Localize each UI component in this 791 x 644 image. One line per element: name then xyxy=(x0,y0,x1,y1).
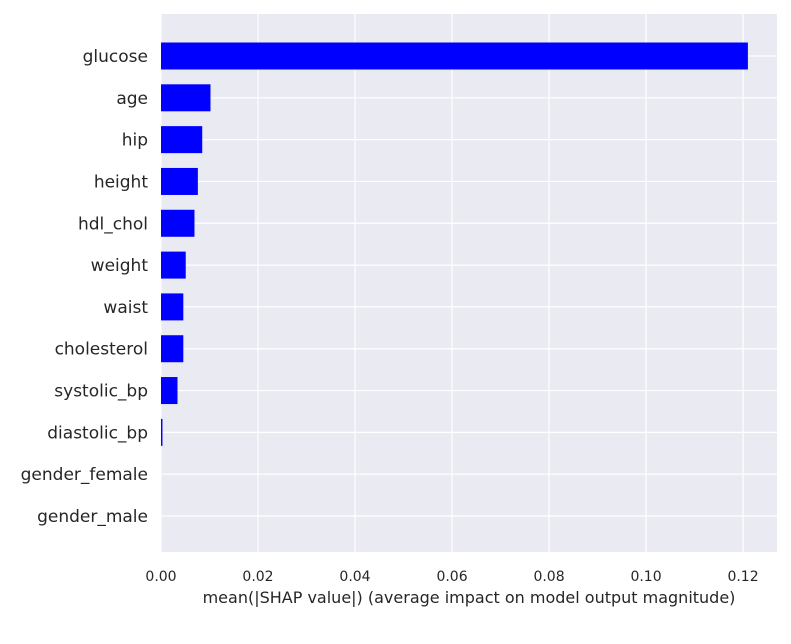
bar-cholesterol xyxy=(161,335,184,363)
x-axis-ticks: 0.00 0.02 0.04 0.06 0.08 0.10 0.12 xyxy=(145,569,758,585)
category-label-gender-female: gender_female xyxy=(21,465,148,485)
x-axis-label: mean(|SHAP value|) (average impact on mo… xyxy=(203,588,736,607)
category-label-hdl-chol: hdl_chol xyxy=(78,214,148,234)
category-label-diastolic-bp: diastolic_bp xyxy=(47,423,148,443)
bar-systolic-bp xyxy=(161,377,178,405)
x-tick-label: 0.02 xyxy=(242,569,273,585)
bar-glucose xyxy=(161,42,748,70)
grid-lines xyxy=(160,14,777,552)
bars xyxy=(161,42,748,446)
bar-diastolic-bp xyxy=(161,418,163,446)
bar-hdl-chol xyxy=(161,209,195,237)
x-tick-label: 0.04 xyxy=(339,569,370,585)
x-tick-label: 0.12 xyxy=(727,569,758,585)
category-label-hip: hip xyxy=(122,131,148,151)
category-label-gender-male: gender_male xyxy=(37,507,148,527)
category-label-cholesterol: cholesterol xyxy=(55,340,148,360)
bar-weight xyxy=(161,251,186,279)
category-label-weight: weight xyxy=(91,256,149,276)
bar-hip xyxy=(161,126,203,154)
x-tick-label: 0.06 xyxy=(436,569,467,585)
bar-age xyxy=(161,84,211,112)
bar-height xyxy=(161,167,198,195)
category-label-systolic-bp: systolic_bp xyxy=(54,382,148,402)
x-tick-label: 0.08 xyxy=(533,569,564,585)
category-label-waist: waist xyxy=(103,298,148,318)
bar-waist xyxy=(161,293,184,321)
plot-background xyxy=(161,14,777,552)
x-tick-label: 0.00 xyxy=(145,569,176,585)
category-label-age: age xyxy=(116,89,148,109)
x-tick-label: 0.10 xyxy=(630,569,661,585)
category-label-glucose: glucose xyxy=(83,47,148,67)
category-label-height: height xyxy=(94,172,149,192)
